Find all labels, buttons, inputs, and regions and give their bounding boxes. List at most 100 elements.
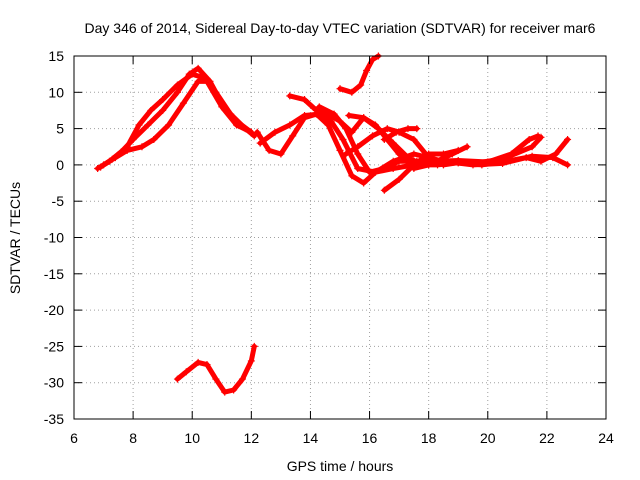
y-tick-label: -5: [52, 193, 65, 209]
data-point: [100, 161, 108, 169]
data-point: [135, 121, 143, 129]
y-tick-label: 15: [48, 48, 64, 64]
axis-ticks: [73, 55, 607, 420]
data-point: [330, 110, 338, 118]
data-point: [230, 386, 238, 394]
data-point: [389, 139, 397, 147]
data-point: [233, 121, 241, 129]
data-point: [537, 157, 545, 165]
data-point: [218, 103, 226, 111]
data-point: [277, 150, 285, 158]
y-tick-label: 5: [56, 121, 64, 137]
data-point: [383, 125, 391, 133]
y-tick-label: -10: [44, 230, 64, 246]
data-point: [312, 106, 320, 114]
data-point: [345, 112, 353, 120]
data-point: [439, 150, 447, 158]
data-point: [203, 77, 211, 85]
y-axis-label: SDTVAR / TECUs: [7, 182, 23, 294]
data-point: [357, 81, 365, 89]
data-point: [203, 361, 211, 369]
data-point: [354, 143, 362, 151]
data-point: [502, 157, 510, 165]
data-series-trace-3: [101, 78, 254, 168]
data-point: [410, 150, 418, 158]
data-series-trace-10: [381, 126, 420, 142]
data-point: [159, 96, 167, 104]
data-point: [339, 135, 347, 143]
data-point: [247, 128, 255, 136]
x-tick-label: 12: [244, 430, 260, 446]
data-point: [463, 143, 471, 151]
data-point: [173, 81, 181, 89]
y-tick-label: -20: [44, 302, 64, 318]
data-point: [522, 154, 530, 162]
data-point: [212, 375, 220, 383]
x-tick-label: 22: [539, 430, 555, 446]
data-point: [315, 103, 323, 111]
data-point: [507, 150, 515, 158]
data-point: [301, 112, 309, 120]
data-point: [150, 135, 158, 143]
data-point: [425, 150, 433, 158]
y-tick-label: -35: [44, 411, 64, 427]
data-points: [94, 52, 572, 396]
x-tick-label: 18: [421, 430, 437, 446]
data-point: [360, 179, 368, 187]
data-point: [552, 150, 560, 158]
data-point: [238, 375, 246, 383]
data-point: [194, 358, 202, 366]
data-point: [138, 143, 146, 151]
y-tick-label: -30: [44, 375, 64, 391]
data-point: [247, 357, 255, 365]
data-point: [342, 150, 350, 158]
data-point: [265, 146, 273, 154]
data-point: [454, 146, 462, 154]
x-axis-label: GPS time / hours: [287, 458, 394, 474]
data-point: [410, 161, 418, 169]
y-tick-label: 10: [48, 84, 64, 100]
data-point: [369, 56, 377, 64]
x-tick-label: 24: [598, 430, 614, 446]
data-point: [286, 121, 294, 129]
data-point: [182, 368, 190, 376]
data-point: [354, 150, 362, 158]
data-point: [380, 186, 388, 194]
data-point: [369, 132, 377, 140]
data-point: [363, 67, 371, 75]
data-point: [147, 106, 155, 114]
data-point: [410, 135, 418, 143]
data-point: [392, 128, 400, 136]
x-tick-label: 8: [129, 430, 137, 446]
data-point: [528, 143, 536, 151]
data-point: [173, 375, 181, 383]
data-series-trace-13: [174, 343, 257, 395]
x-tick-label: 20: [480, 430, 496, 446]
data-point: [395, 175, 403, 183]
data-point: [348, 88, 356, 96]
data-point: [253, 128, 261, 136]
data-point: [173, 88, 181, 96]
data-point: [360, 114, 368, 122]
data-point: [366, 168, 374, 176]
data-series-trace-7: [316, 104, 541, 175]
data-point: [336, 146, 344, 154]
data-point: [289, 132, 297, 140]
data-point: [194, 77, 202, 85]
data-point: [301, 96, 309, 104]
tick-labels: 6 8 10 12 14 16 18 20 22 24 -35 -30 -25 -20 -15 -10 -5 0 5…: [44, 48, 614, 446]
data-point: [564, 161, 572, 169]
data-point: [395, 157, 403, 165]
data-series-trace-11: [381, 147, 461, 193]
data-point: [188, 70, 196, 78]
data-point: [348, 172, 356, 180]
y-tick-label: -25: [44, 338, 64, 354]
data-point: [342, 125, 350, 133]
data-point: [564, 135, 572, 143]
data-point: [165, 121, 173, 129]
data-point: [454, 159, 462, 167]
data-point: [404, 154, 412, 162]
data-point: [380, 135, 388, 143]
chart-title: Day 346 of 2014, Sidereal Day-to-day VTE…: [85, 20, 596, 36]
